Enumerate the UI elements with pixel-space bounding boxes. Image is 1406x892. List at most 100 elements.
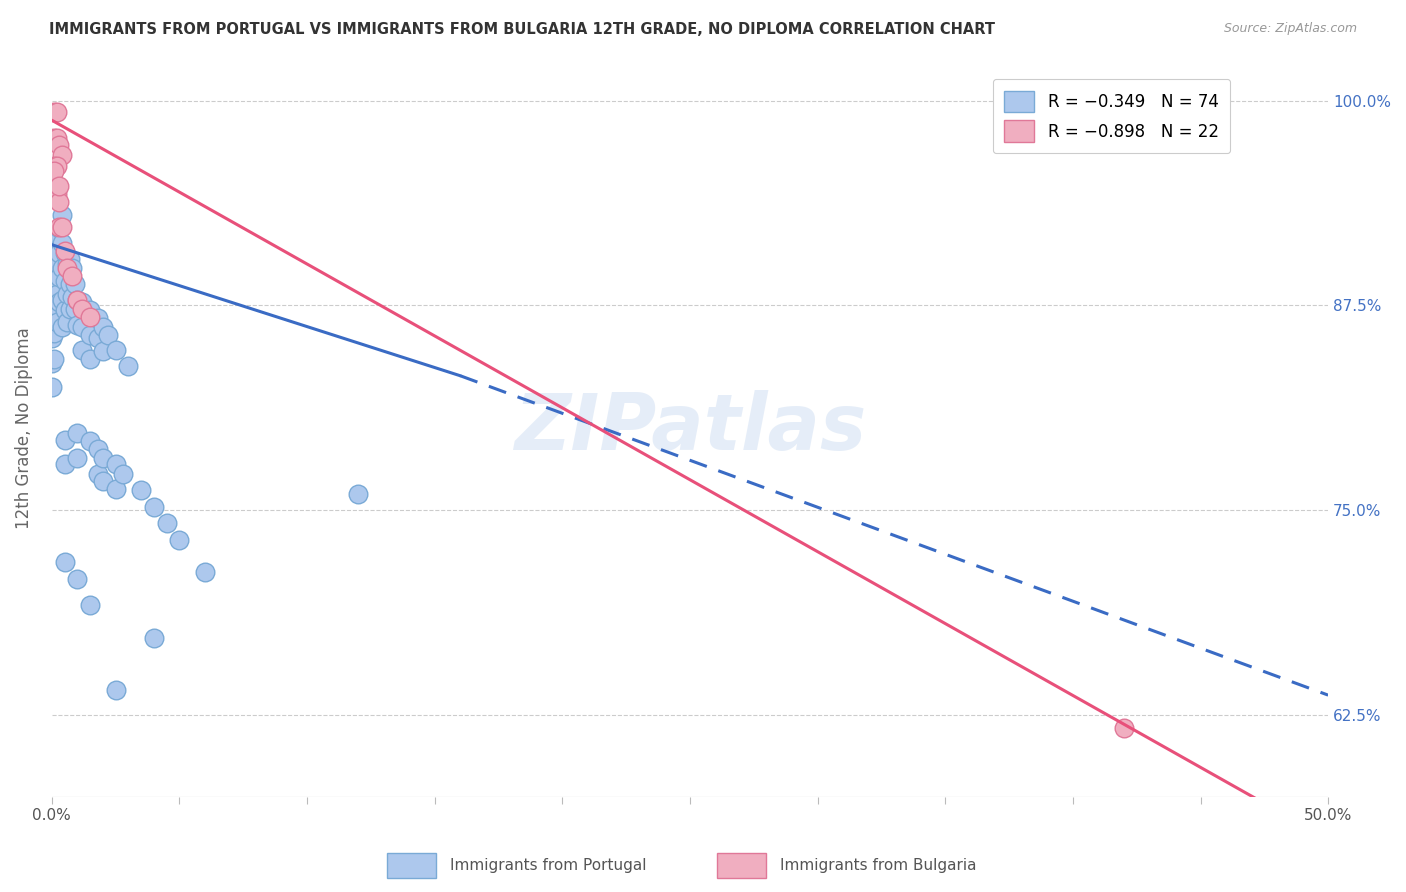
- Point: [79, 352, 101, 367]
- Point: [48, 178, 70, 193]
- Point: [91, 450, 114, 465]
- Point: [48, 295, 70, 310]
- Point: [86, 442, 108, 457]
- Point: [59, 252, 82, 267]
- Point: [51, 293, 73, 308]
- Point: [63, 277, 86, 291]
- Point: [104, 457, 127, 471]
- Point: [56, 257, 79, 271]
- Point: [79, 310, 101, 324]
- Point: [86, 467, 108, 481]
- Point: [41, 331, 63, 345]
- Point: [48, 270, 70, 285]
- Point: [194, 566, 217, 580]
- Point: [41, 380, 63, 394]
- Point: [91, 319, 114, 334]
- Point: [169, 533, 191, 547]
- Point: [86, 311, 108, 326]
- Point: [44, 298, 66, 312]
- Point: [104, 683, 127, 698]
- Point: [51, 208, 73, 222]
- Point: [45, 257, 67, 271]
- Point: [45, 105, 67, 120]
- Y-axis label: 12th Grade, No Diploma: 12th Grade, No Diploma: [15, 327, 32, 529]
- Point: [53, 245, 76, 260]
- Point: [53, 303, 76, 318]
- Point: [86, 331, 108, 345]
- Point: [51, 147, 73, 161]
- Point: [44, 326, 66, 340]
- Point: [44, 241, 66, 255]
- Point: [66, 450, 89, 465]
- Point: [45, 186, 67, 201]
- Point: [1112, 721, 1135, 735]
- Point: [104, 343, 127, 357]
- Point: [91, 474, 114, 488]
- Point: [112, 467, 135, 481]
- Point: [48, 137, 70, 152]
- Legend: R = −0.349   N = 74, R = −0.898   N = 22: R = −0.349 N = 74, R = −0.898 N = 22: [993, 79, 1230, 153]
- Point: [72, 295, 94, 310]
- Point: [142, 500, 165, 514]
- Point: [45, 227, 67, 242]
- Point: [53, 244, 76, 259]
- Point: [91, 344, 114, 359]
- Text: Immigrants from Portugal: Immigrants from Portugal: [450, 858, 647, 872]
- Point: [44, 352, 66, 367]
- Point: [48, 221, 70, 235]
- Text: IMMIGRANTS FROM PORTUGAL VS IMMIGRANTS FROM BULGARIA 12TH GRADE, NO DIPLOMA CORR: IMMIGRANTS FROM PORTUGAL VS IMMIGRANTS F…: [49, 22, 995, 37]
- Point: [53, 457, 76, 471]
- Point: [45, 131, 67, 145]
- Point: [79, 434, 101, 449]
- Point: [72, 319, 94, 334]
- Point: [66, 318, 89, 332]
- Point: [51, 235, 73, 250]
- Point: [79, 598, 101, 612]
- Point: [60, 260, 83, 275]
- Point: [66, 425, 89, 440]
- Point: [44, 266, 66, 280]
- Point: [56, 315, 79, 329]
- Point: [60, 268, 83, 283]
- Point: [59, 277, 82, 291]
- Point: [51, 219, 73, 234]
- Point: [129, 483, 152, 498]
- Point: [51, 319, 73, 334]
- Point: [44, 186, 66, 201]
- Point: [48, 245, 70, 260]
- Point: [51, 260, 73, 275]
- Point: [44, 164, 66, 178]
- Point: [41, 306, 63, 320]
- Point: [97, 327, 120, 342]
- Point: [48, 219, 70, 234]
- Point: [45, 315, 67, 329]
- Point: [45, 159, 67, 173]
- Point: [347, 486, 370, 500]
- Point: [56, 286, 79, 301]
- FancyBboxPatch shape: [717, 853, 766, 878]
- Point: [72, 343, 94, 357]
- Point: [45, 286, 67, 301]
- Text: Source: ZipAtlas.com: Source: ZipAtlas.com: [1223, 22, 1357, 36]
- Point: [63, 301, 86, 316]
- Point: [41, 282, 63, 296]
- Point: [142, 631, 165, 645]
- Point: [72, 301, 94, 316]
- Point: [53, 556, 76, 570]
- Point: [66, 293, 89, 308]
- Point: [79, 327, 101, 342]
- Point: [104, 482, 127, 496]
- Point: [53, 274, 76, 288]
- Point: [56, 260, 79, 275]
- Point: [44, 159, 66, 173]
- Point: [60, 290, 83, 304]
- Point: [41, 356, 63, 370]
- FancyBboxPatch shape: [387, 853, 436, 878]
- Point: [53, 433, 76, 447]
- Text: Immigrants from Bulgaria: Immigrants from Bulgaria: [780, 858, 977, 872]
- Point: [44, 105, 66, 120]
- Text: ZIPatlas: ZIPatlas: [513, 390, 866, 467]
- Point: [79, 303, 101, 318]
- Point: [156, 516, 179, 530]
- Point: [66, 572, 89, 586]
